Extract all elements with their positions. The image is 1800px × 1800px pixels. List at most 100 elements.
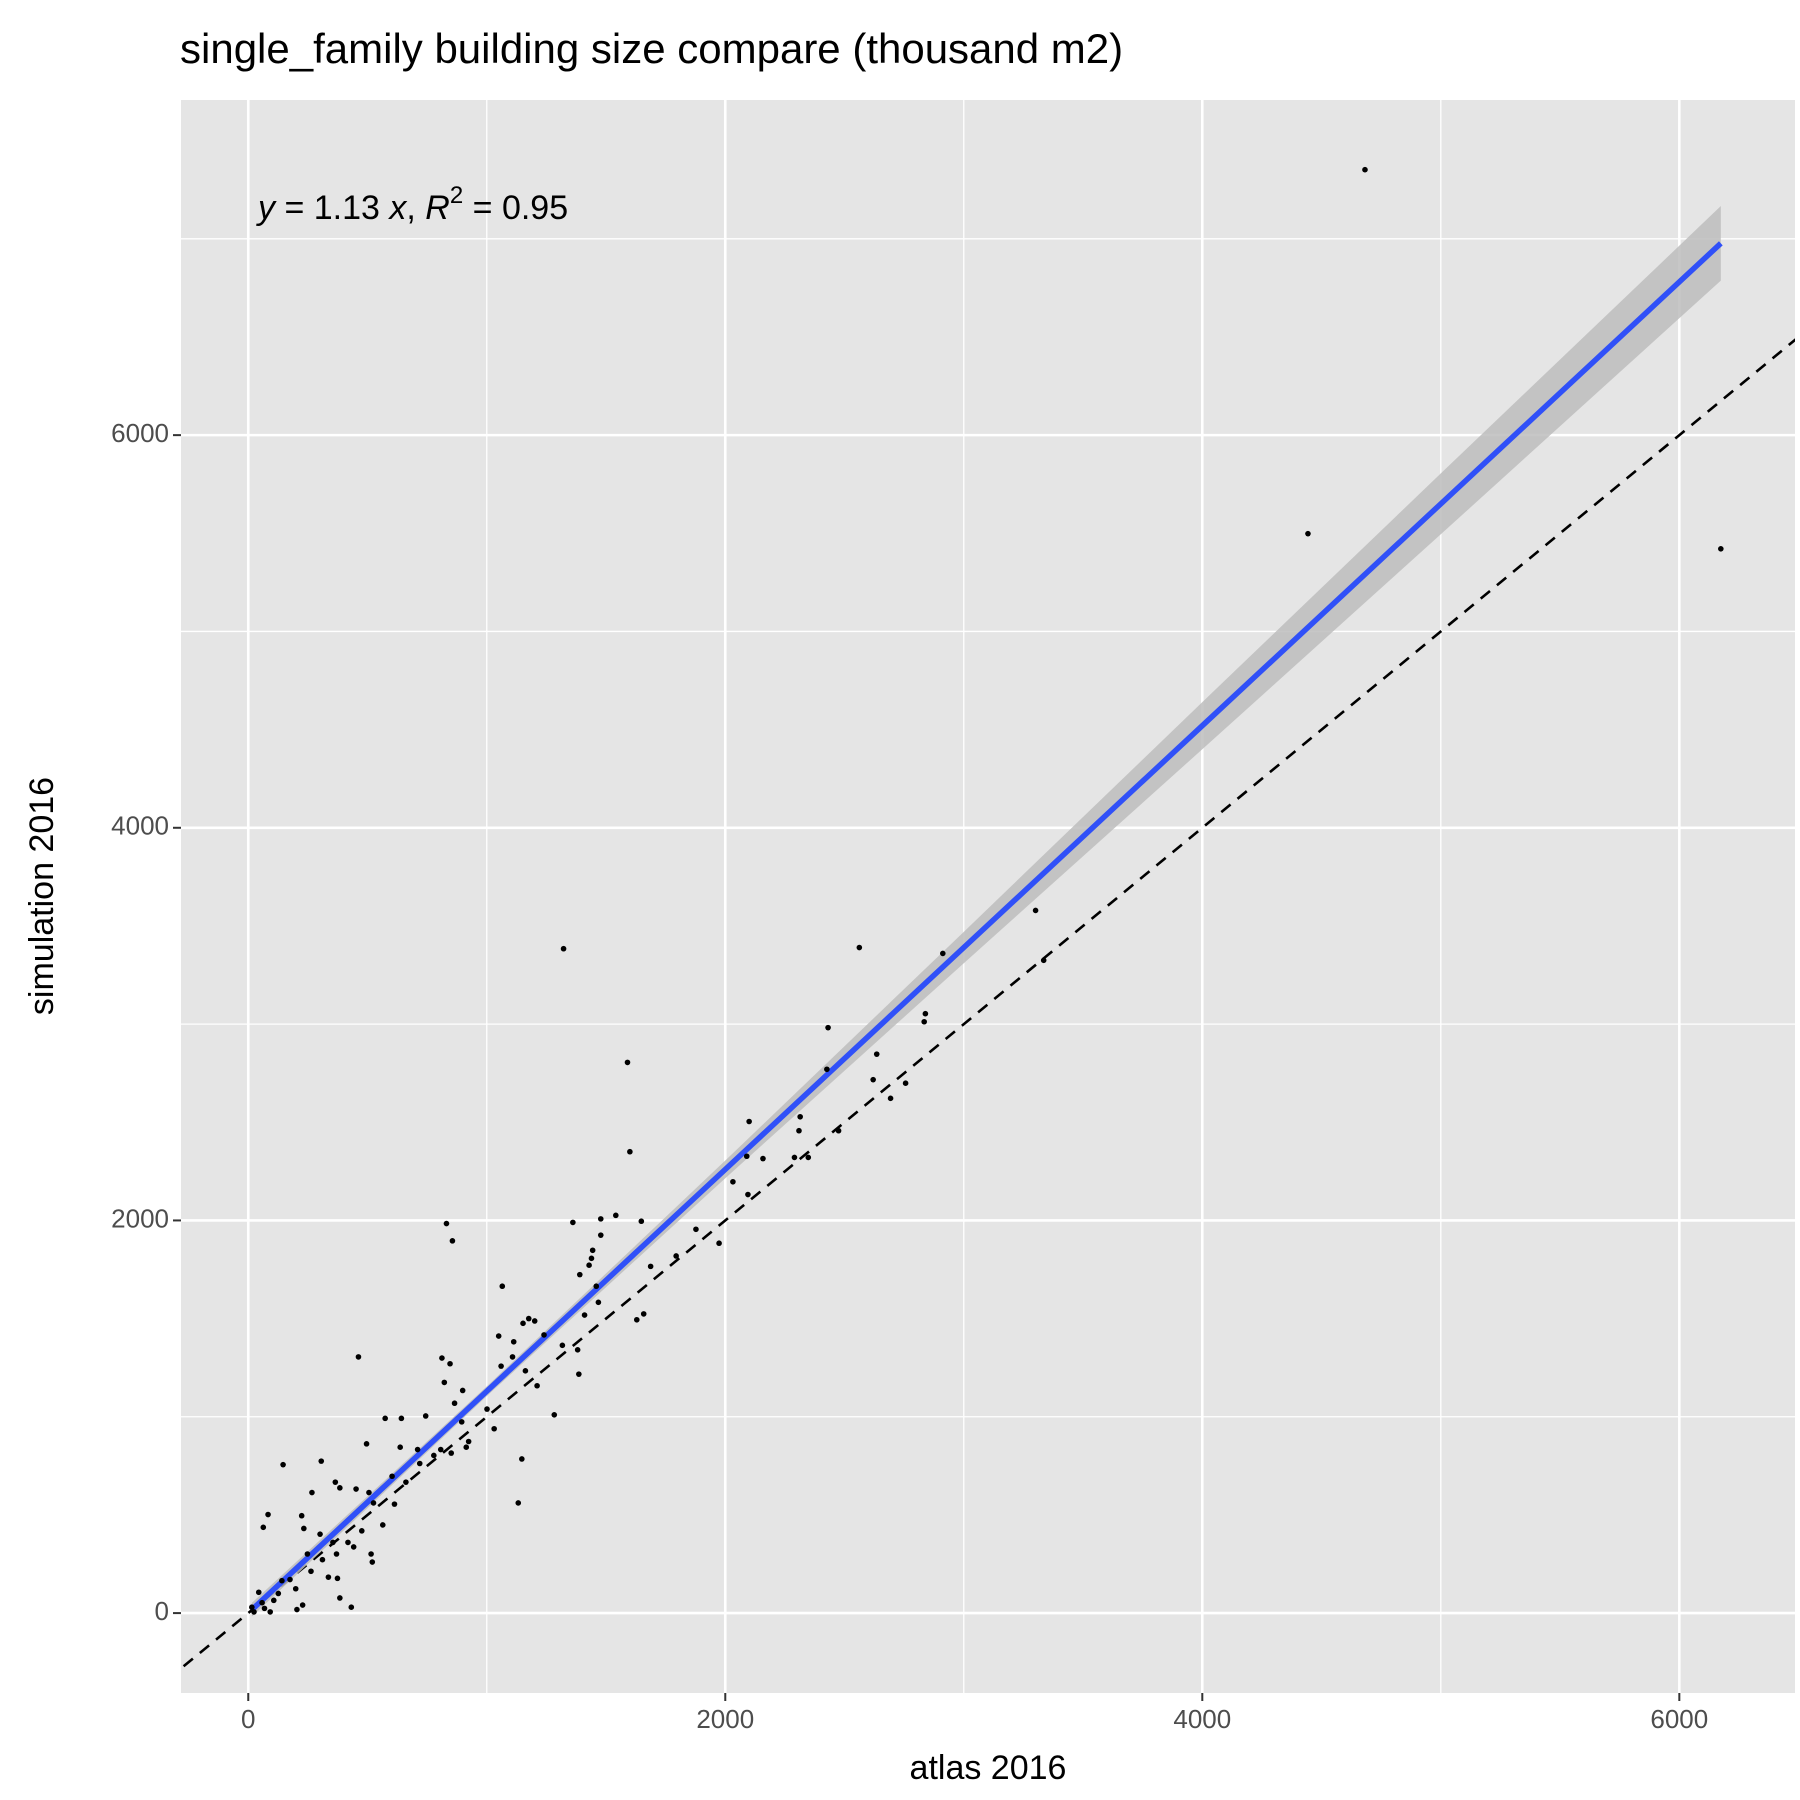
point	[287, 1576, 293, 1583]
point	[559, 1342, 566, 1349]
point	[325, 1574, 332, 1580]
annotation-part: = 0.95	[463, 189, 568, 227]
point	[902, 1080, 909, 1087]
point	[647, 1263, 654, 1270]
chart-title: single_family building size compare (tho…	[180, 25, 1123, 72]
point	[570, 1219, 576, 1226]
point	[447, 1360, 453, 1367]
point	[391, 1501, 398, 1507]
confidence-band	[251, 206, 1721, 1617]
point	[451, 1400, 458, 1407]
point	[638, 1218, 645, 1225]
point	[458, 1419, 465, 1425]
point	[576, 1271, 583, 1278]
point	[294, 1606, 300, 1613]
annotation-part: = 1.13	[275, 189, 389, 227]
point	[519, 1456, 525, 1462]
point	[627, 1148, 633, 1155]
point	[593, 1283, 600, 1290]
y-tick-label: 4000	[111, 811, 169, 841]
point	[498, 1363, 504, 1369]
point	[301, 1525, 307, 1532]
point	[448, 1450, 455, 1456]
point	[870, 1076, 876, 1083]
point	[730, 1178, 736, 1185]
point	[597, 1232, 604, 1238]
point	[1362, 166, 1368, 173]
point	[613, 1212, 619, 1219]
y-tick-label: 6000	[111, 418, 169, 448]
point	[292, 1585, 299, 1592]
point	[940, 950, 946, 957]
point	[887, 1095, 894, 1102]
point	[495, 1333, 502, 1339]
point	[459, 1387, 466, 1394]
point	[304, 1551, 311, 1557]
point	[541, 1332, 547, 1338]
fit-line	[249, 241, 1723, 1612]
point	[921, 1018, 927, 1025]
point	[358, 1528, 365, 1534]
identity-line	[181, 338, 1795, 1671]
point	[586, 1262, 592, 1269]
point	[1032, 907, 1039, 914]
point	[369, 1559, 376, 1565]
annotation-part: x	[387, 189, 407, 227]
point	[318, 1458, 325, 1464]
point	[796, 1127, 802, 1134]
point	[355, 1354, 362, 1360]
point	[522, 1368, 529, 1374]
point	[825, 1024, 831, 1031]
point	[510, 1338, 517, 1345]
annotation-part: ,	[406, 189, 425, 227]
point	[309, 1489, 315, 1496]
point	[330, 1539, 336, 1546]
point	[259, 1599, 265, 1606]
point	[534, 1382, 540, 1389]
point	[746, 1118, 752, 1125]
point	[1305, 530, 1311, 537]
point	[441, 1379, 448, 1386]
point	[414, 1446, 421, 1453]
point	[348, 1604, 355, 1611]
point	[745, 1191, 751, 1198]
point	[520, 1320, 526, 1327]
point	[463, 1444, 470, 1450]
point	[389, 1473, 395, 1480]
point	[345, 1539, 351, 1546]
point	[370, 1500, 377, 1506]
point	[443, 1220, 450, 1227]
y-axis-label: simulation 2016	[23, 777, 61, 1015]
point	[350, 1544, 357, 1550]
point	[597, 1216, 604, 1222]
point	[576, 1371, 582, 1377]
point	[595, 1299, 602, 1306]
annotation-part: 2	[450, 182, 463, 209]
point	[363, 1441, 370, 1447]
point	[805, 1154, 812, 1161]
point	[760, 1155, 766, 1162]
point	[716, 1240, 722, 1247]
x-tick-label: 2000	[696, 1704, 754, 1734]
point	[279, 1577, 285, 1584]
point	[743, 1153, 750, 1160]
point	[509, 1354, 516, 1360]
point	[317, 1531, 323, 1537]
point	[797, 1113, 803, 1120]
point	[251, 1609, 257, 1615]
point	[589, 1247, 596, 1254]
x-tick-label: 6000	[1650, 1704, 1708, 1734]
point	[255, 1589, 262, 1596]
point	[379, 1522, 386, 1528]
point	[299, 1602, 306, 1608]
annotation-part: y	[256, 189, 277, 227]
point	[298, 1512, 305, 1519]
point	[437, 1446, 444, 1453]
point	[397, 1444, 403, 1450]
point	[484, 1406, 490, 1412]
point	[791, 1154, 798, 1161]
point	[1040, 957, 1047, 964]
annotation-part: R	[425, 189, 450, 227]
point	[334, 1575, 341, 1582]
